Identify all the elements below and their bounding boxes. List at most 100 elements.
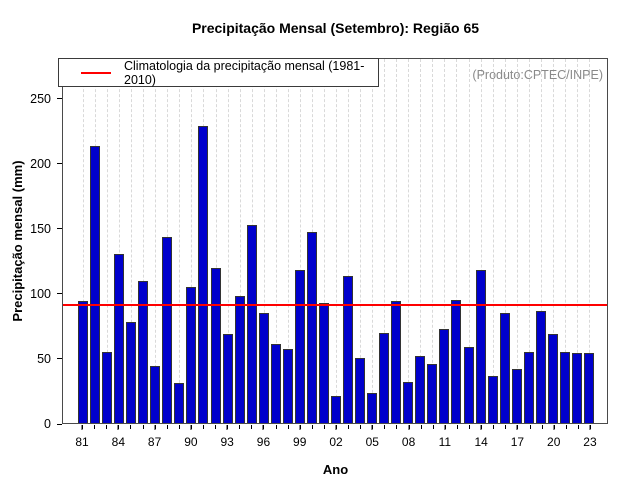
bar-slot <box>294 59 306 423</box>
gridline <box>360 59 362 423</box>
bar-2021 <box>559 351 570 423</box>
bar-1984 <box>114 253 125 423</box>
x-tick <box>239 425 241 429</box>
x-slot <box>572 425 584 479</box>
gridline <box>155 59 157 423</box>
x-slot <box>233 425 245 479</box>
bar-slot <box>487 59 499 423</box>
bar-2023 <box>583 353 594 423</box>
bar-slot <box>161 59 173 423</box>
x-slot: 96 <box>257 425 270 479</box>
x-slot: 90 <box>184 425 198 479</box>
bar-slot <box>222 59 234 423</box>
gridline <box>263 59 265 423</box>
bar-slot <box>149 59 161 423</box>
x-tick <box>348 425 350 429</box>
x-tick <box>142 425 144 429</box>
bar-1990 <box>186 287 197 423</box>
x-slot: 17 <box>511 425 524 479</box>
legend-line-sample-icon <box>81 71 111 74</box>
bar-2022 <box>571 353 582 423</box>
x-tick <box>420 425 422 429</box>
gridline <box>432 59 434 423</box>
bar-2010 <box>427 363 438 423</box>
gridline <box>287 59 289 423</box>
bar-2005 <box>367 393 378 423</box>
gridline <box>420 59 422 423</box>
y-tick <box>57 163 62 165</box>
x-tick <box>493 425 495 429</box>
x-tick-label: 20 <box>547 435 561 449</box>
gridline <box>504 59 506 423</box>
bar-2004 <box>355 358 366 423</box>
gridline <box>540 59 542 423</box>
y-tick-label: 50 <box>37 351 51 366</box>
gridline <box>408 59 410 423</box>
x-tick <box>227 425 229 429</box>
bar-slot <box>390 59 402 423</box>
gridline <box>468 59 470 423</box>
y-tick <box>57 228 62 230</box>
x-tick-label: 93 <box>220 435 234 449</box>
x-tick-label: 90 <box>184 435 198 449</box>
bar-2009 <box>415 355 426 423</box>
bar-2012 <box>451 300 462 423</box>
x-slot <box>390 425 402 479</box>
x-tick-label: 23 <box>583 435 597 449</box>
bar-slot <box>306 59 318 423</box>
bar-1986 <box>138 280 149 423</box>
x-slot <box>536 425 548 479</box>
bar-1983 <box>102 351 113 423</box>
bar-1989 <box>174 382 185 423</box>
x-slot: 81 <box>75 425 89 479</box>
bar-slot <box>414 59 426 423</box>
bar-2013 <box>463 346 474 423</box>
bar-slot <box>463 59 475 423</box>
x-tick <box>505 425 507 429</box>
x-tick <box>469 425 471 429</box>
x-slot <box>463 425 475 479</box>
x-slot <box>378 425 390 479</box>
gridline <box>179 59 181 423</box>
plot-area: Climatologia da precipitação mensal (198… <box>58 58 608 424</box>
bar-1997 <box>270 344 281 423</box>
x-slot <box>451 425 463 479</box>
x-tick <box>529 425 531 429</box>
x-tick-label: 87 <box>147 435 162 449</box>
x-tick <box>372 425 374 429</box>
x-tick <box>408 425 410 429</box>
x-tick <box>517 425 519 429</box>
x-tick <box>360 425 362 429</box>
x-slot: 84 <box>112 425 125 479</box>
gridline <box>323 59 325 423</box>
bar-1995 <box>246 225 257 423</box>
gridline <box>227 59 229 423</box>
y-tick-label: 100 <box>30 286 51 301</box>
bar-slot <box>342 59 354 423</box>
gridline <box>492 59 494 423</box>
bar-slot <box>559 59 571 423</box>
x-tick <box>456 425 458 429</box>
y-tick <box>57 293 62 295</box>
bar-slot <box>378 59 390 423</box>
legend-label: Climatologia da precipitação mensal (198… <box>124 58 365 87</box>
x-slot <box>197 425 209 479</box>
bar-1992 <box>210 267 221 423</box>
bar-slot <box>258 59 270 423</box>
gridline <box>191 59 193 423</box>
bar-slot <box>101 59 113 423</box>
gridline <box>564 59 566 423</box>
x-tick-label: 08 <box>401 435 416 449</box>
x-slot <box>245 425 257 479</box>
x-slot <box>354 425 366 479</box>
y-tick-label: 150 <box>30 221 51 236</box>
bar-2002 <box>331 395 341 423</box>
x-tick-label: 99 <box>293 435 307 449</box>
x-slot: 08 <box>402 425 415 479</box>
x-tick <box>287 425 289 429</box>
gridline <box>215 59 217 423</box>
x-tick <box>251 425 253 429</box>
bar-1981 <box>78 301 89 423</box>
gridline <box>275 59 277 423</box>
